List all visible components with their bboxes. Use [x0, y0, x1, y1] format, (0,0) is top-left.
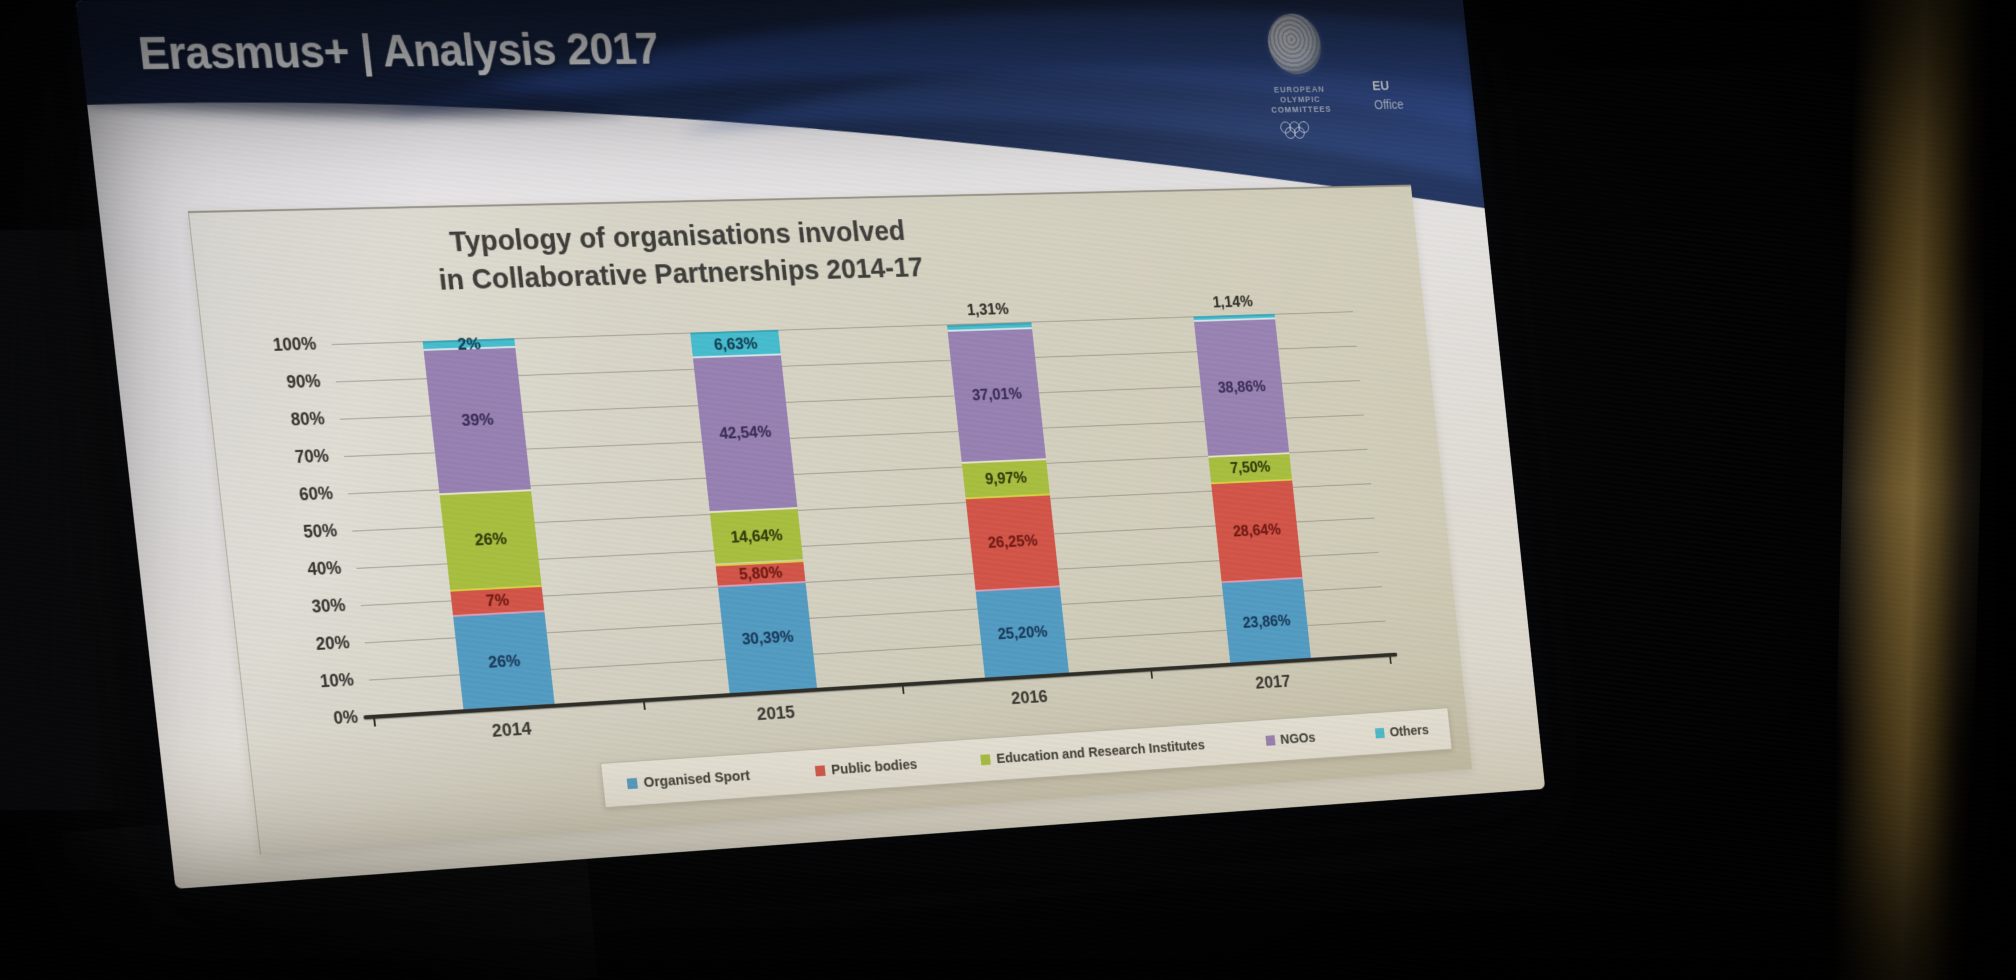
y-tick-label: 10%: [318, 669, 355, 692]
legend-item: Organised Sport: [626, 767, 751, 792]
data-label: 38,86%: [1216, 377, 1267, 397]
presentation-slide: Erasmus+ | Analysis 2017 EUROPEAN OLYMPI…: [75, 0, 1546, 889]
eoc-logo: EUROPEAN OLYMPIC COMMITTEES EU Office: [1246, 7, 1473, 164]
chart-card: Typology of organisations involved in Co…: [187, 184, 1473, 855]
bar-segment: 39%: [423, 345, 531, 494]
bar-segment: 14,64%: [709, 506, 804, 565]
bar-2017: 23,86% 28,64% 7,50% 38,86% 1,14%: [1193, 293, 1312, 665]
plot-area: 26% 7% 26% 39% 2% 2014 30,39% 5,80% 14,64% 42,54%…: [331, 293, 1398, 742]
legend-swatch-icon: [626, 777, 638, 790]
legend-swatch-icon: [814, 765, 826, 777]
eoc-emblem-icon: [1262, 9, 1327, 78]
bar-segment: 25,20%: [975, 585, 1070, 680]
data-label: 42,54%: [718, 422, 773, 443]
eu-label: EU: [1371, 78, 1390, 94]
legend-label: Education and Research Institutes: [995, 737, 1206, 767]
bar-segment: 26%: [452, 610, 555, 712]
data-label: 6,63%: [712, 333, 759, 354]
legend-item: Others: [1374, 722, 1429, 741]
bar-segment: 30,39%: [717, 580, 818, 696]
legend-swatch-icon: [1265, 735, 1276, 746]
bar-segment: 26%: [439, 489, 542, 590]
y-tick-label: 30%: [310, 595, 347, 617]
bar-2016: 25,20% 26,25% 9,97% 37,01% 1,31%: [946, 300, 1070, 680]
legend-item: Public bodies: [814, 756, 918, 779]
legend-item: Education and Research Institutes: [980, 737, 1206, 768]
y-tick-label: 50%: [302, 520, 339, 542]
data-label: 7,50%: [1229, 457, 1272, 478]
x-tick-label: 2015: [756, 702, 796, 725]
bar-2015: 30,39% 5,80% 14,64% 42,54% 6,63%: [690, 329, 818, 696]
bar-segment: 6,63%: [690, 329, 781, 357]
data-label: 14,64%: [729, 525, 784, 547]
data-label: 39%: [460, 409, 495, 430]
legend-swatch-icon: [980, 754, 991, 766]
y-tick-label: 70%: [293, 445, 330, 467]
olympic-rings-icon: [1279, 121, 1332, 146]
bar-segment: 42,54%: [692, 353, 798, 512]
legend-label: Public bodies: [830, 756, 918, 779]
header-swoosh-graphic: [75, 0, 1485, 242]
data-label: 7%: [484, 590, 510, 611]
bar-segment: 7,50%: [1208, 452, 1292, 482]
data-label: 25,20%: [996, 622, 1049, 644]
y-tick-label: 80%: [289, 408, 326, 430]
y-tick-label: 100%: [271, 333, 318, 355]
eoc-org-name: EUROPEAN OLYMPIC COMMITTEES: [1254, 84, 1346, 116]
data-label: 9,97%: [984, 468, 1028, 488]
legend-item: NGOs: [1265, 730, 1316, 749]
data-label: 1,31%: [966, 299, 1010, 319]
bar-2014: 26% 7% 26% 39% 2%: [422, 334, 555, 712]
bar-segment: 7%: [450, 584, 545, 616]
axis-tick: [373, 718, 377, 727]
x-tick-label: 2016: [1010, 686, 1049, 709]
bar-segment: 28,64%: [1210, 478, 1303, 582]
axis-tick: [643, 702, 646, 710]
axis-tick: [1150, 671, 1153, 679]
curtain-strip: [1829, 0, 1993, 980]
bar-segment: 38,86%: [1193, 317, 1290, 456]
y-tick-label: 90%: [285, 371, 322, 393]
slide-header: Erasmus+ | Analysis 2017 EUROPEAN OLYMPI…: [75, 0, 1485, 251]
eu-office-label: EU Office: [1371, 78, 1404, 112]
data-label: 37,01%: [971, 384, 1023, 405]
legend-label: NGOs: [1279, 729, 1317, 748]
data-label: 1,14%: [1211, 292, 1254, 312]
data-label: 2%: [456, 334, 482, 354]
data-label: 26%: [487, 651, 521, 672]
x-tick-label: 2014: [490, 718, 533, 742]
y-tick-label: 60%: [298, 483, 334, 505]
eoc-org-line: COMMITTEES: [1270, 104, 1332, 116]
office-label: Office: [1373, 97, 1405, 112]
bar-segment: 37,01%: [947, 327, 1046, 462]
y-tick-label: 20%: [314, 632, 351, 654]
y-tick-label: 40%: [306, 557, 343, 580]
x-tick-label: 2017: [1254, 671, 1292, 694]
bar-segment: 9,97%: [961, 457, 1050, 497]
legend-swatch-icon: [1374, 727, 1385, 739]
axis-tick: [1389, 656, 1392, 664]
y-tick-label: 0%: [332, 706, 359, 729]
bar-segment: 26,25%: [965, 493, 1060, 591]
bar-segment: 2%: [422, 334, 516, 353]
data-label: 26%: [473, 529, 508, 550]
data-label: 26,25%: [986, 531, 1039, 553]
axis-tick: [901, 686, 905, 694]
data-label: 30,39%: [740, 627, 795, 649]
legend-label: Others: [1388, 722, 1430, 741]
legend-label: Organised Sport: [642, 767, 751, 791]
bar-segment: 23,86%: [1221, 577, 1312, 665]
projection-screen: Erasmus+ | Analysis 2017 EUROPEAN OLYMPI…: [75, 0, 1547, 909]
data-label: 23,86%: [1241, 611, 1292, 632]
slide-title: Erasmus+ | Analysis 2017: [135, 23, 662, 80]
chart-region: 26% 7% 26% 39% 2% 2014 30,39% 5,80% 14,64% 42,54%…: [201, 284, 1466, 786]
data-label: 28,64%: [1232, 520, 1282, 541]
